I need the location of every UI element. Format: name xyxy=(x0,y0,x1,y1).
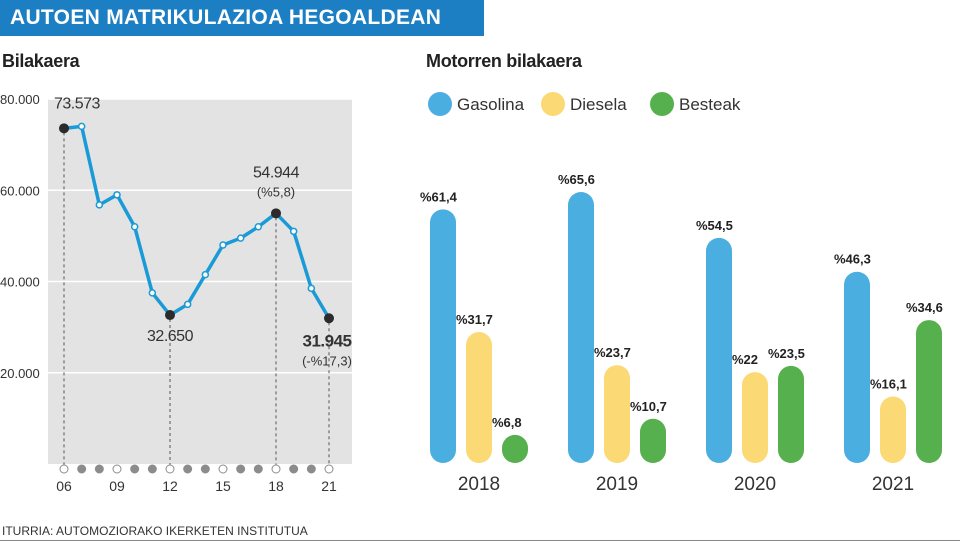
year-marker xyxy=(271,464,281,474)
data-point xyxy=(95,201,104,209)
bar xyxy=(844,271,870,463)
x-tick-label: 18 xyxy=(268,478,284,494)
year-marker xyxy=(253,464,263,474)
year-marker xyxy=(183,464,193,474)
year-marker xyxy=(289,464,299,474)
x-tick-label: 12 xyxy=(162,478,178,494)
x-tick-label: 21 xyxy=(321,478,337,494)
data-label: 54.944 xyxy=(253,164,300,181)
x-tick-label: 09 xyxy=(109,478,125,494)
bar-value-label: %16,1 xyxy=(870,376,907,391)
category-label: 2021 xyxy=(872,474,914,495)
bar-value-label: %46,3 xyxy=(834,252,871,267)
y-tick-label: 20.000 xyxy=(0,366,40,381)
legend-label: Besteak xyxy=(679,95,741,114)
bar-value-label: %31,7 xyxy=(456,312,493,327)
bar xyxy=(568,192,594,463)
series-line xyxy=(62,124,331,321)
data-point xyxy=(165,310,175,321)
y-tick-label: 40.000 xyxy=(0,275,40,290)
bar xyxy=(466,332,492,463)
year-marker xyxy=(147,464,157,474)
y-tick-label: 80.000 xyxy=(0,92,40,107)
source-note: ITURRIA: AUTOMOZIORAKO IKERKETEN INSTITU… xyxy=(2,524,308,538)
data-point xyxy=(183,300,192,309)
y-tick-label: 60.000 xyxy=(0,183,40,198)
bar-chart: Gasolina Diesela Besteak %61,4 %31,7 %6,8 2018… xyxy=(420,92,943,495)
data-point xyxy=(130,223,139,231)
x-tick-label: 06 xyxy=(56,478,72,494)
year-marker xyxy=(236,464,246,474)
bar-chart-title: Motorren bilakaera xyxy=(426,51,582,71)
year-marker xyxy=(112,464,122,474)
year-marker xyxy=(324,464,334,474)
year-marker xyxy=(77,464,87,474)
year-marker xyxy=(218,464,228,474)
data-point xyxy=(113,191,121,199)
legend-swatch xyxy=(428,92,452,116)
data-point xyxy=(307,284,316,293)
bar-value-label: %6,8 xyxy=(492,415,522,430)
bar xyxy=(778,365,804,463)
bar xyxy=(706,237,732,463)
legend-label: Diesela xyxy=(570,95,627,114)
year-marker xyxy=(94,464,104,474)
data-point xyxy=(148,289,157,297)
year-marker xyxy=(59,464,69,474)
year-marker xyxy=(306,464,316,474)
bar xyxy=(604,365,630,463)
bar-value-label: %65,6 xyxy=(558,172,595,187)
data-sublabel: (%5,8) xyxy=(257,184,295,199)
data-label: 31.945 xyxy=(303,331,352,350)
bar-value-label: %54,5 xyxy=(696,218,733,233)
x-tick-label: 15 xyxy=(215,478,231,494)
bar-value-label: %23,5 xyxy=(768,346,805,361)
data-point xyxy=(201,270,210,279)
data-point xyxy=(254,223,263,231)
data-point xyxy=(219,241,227,249)
bar xyxy=(430,209,456,463)
year-marker xyxy=(130,464,140,474)
title-banner: AUTOEN MATRIKULAZIOA HEGOALDEAN xyxy=(0,0,484,36)
bar xyxy=(880,396,906,463)
legend-swatch xyxy=(541,92,565,116)
data-label: 73.573 xyxy=(54,95,101,112)
category-label: 2020 xyxy=(734,474,776,495)
bar xyxy=(640,418,666,463)
page-title: AUTOEN MATRIKULAZIOA HEGOALDEAN xyxy=(10,6,442,29)
year-marker xyxy=(200,464,210,474)
data-label: 32.650 xyxy=(147,328,194,345)
data-point xyxy=(236,234,245,242)
bar xyxy=(916,320,942,463)
year-marker xyxy=(165,464,175,474)
bar-value-label: %23,7 xyxy=(594,345,631,360)
bar-value-label: %34,6 xyxy=(906,300,943,315)
bar-value-label: %61,4 xyxy=(420,189,458,204)
legend-swatch xyxy=(650,92,674,116)
category-label: 2018 xyxy=(458,474,500,495)
legend-label: Gasolina xyxy=(457,95,525,114)
data-point xyxy=(324,313,334,324)
bar xyxy=(502,434,528,463)
line-chart-title: Bilakaera xyxy=(2,51,80,71)
bar-value-label: %22 xyxy=(732,352,758,367)
bar xyxy=(742,372,768,463)
data-point xyxy=(289,227,298,236)
category-label: 2019 xyxy=(596,474,638,495)
data-point xyxy=(59,123,69,134)
data-point xyxy=(77,122,86,131)
line-chart: 20.000 40.000 60.000 80.000 73.573 32.650 54.9… xyxy=(0,92,352,494)
data-sublabel: (-%17,3) xyxy=(302,353,352,368)
bar-value-label: %10,7 xyxy=(630,399,667,414)
data-point xyxy=(271,208,281,219)
